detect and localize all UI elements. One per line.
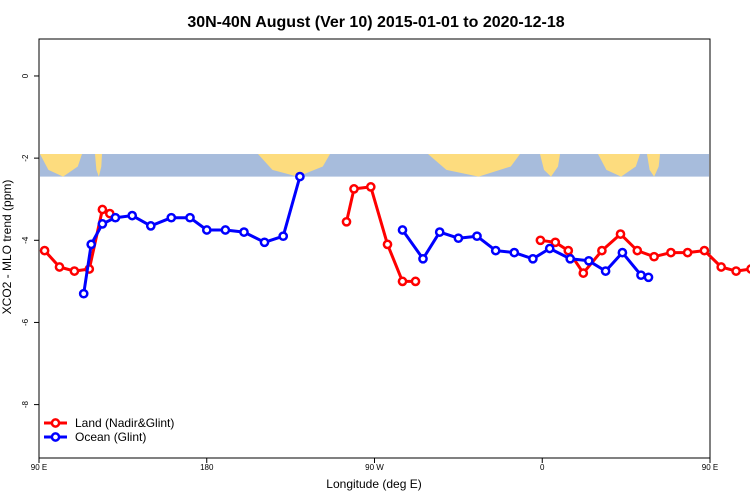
x-tick-label: 90 W [365, 463, 384, 472]
chart-title: 30N-40N August (Ver 10) 2015-01-01 to 20… [187, 14, 564, 31]
legend: Land (Nadir&Glint)Ocean (Glint) [44, 416, 174, 444]
data-point [472, 231, 482, 242]
data-point [97, 204, 108, 215]
y-tick-label: 0 [21, 73, 30, 78]
data-point [632, 245, 643, 256]
data-point [434, 227, 445, 237]
map-strip-land-3 [428, 154, 520, 177]
data-point [597, 245, 607, 256]
data-point [699, 245, 710, 256]
map-strip-land-0 [40, 154, 82, 177]
x-tick-label: 90 E [31, 463, 47, 472]
data-point [583, 255, 594, 266]
data-point [69, 266, 80, 276]
data-point [544, 243, 555, 254]
data-point [550, 237, 561, 248]
y-axis-label: XCO2 - MLO trend (ppm) [0, 180, 14, 315]
data-point [615, 229, 626, 239]
data-point [565, 253, 576, 264]
data-point [563, 245, 574, 256]
map-strip-land-6 [647, 154, 660, 177]
data-point [453, 233, 464, 244]
legend-marker [50, 418, 61, 428]
data-point [643, 272, 654, 283]
data-point [201, 225, 212, 235]
data-point [54, 262, 65, 272]
data-point [528, 253, 538, 264]
x-tick-label: 0 [540, 463, 545, 472]
data-point [239, 227, 249, 237]
y-tick-label: -2 [21, 154, 30, 162]
series-layer [39, 171, 750, 299]
data-point [617, 247, 628, 258]
series-line [540, 232, 750, 275]
series-land [39, 182, 750, 287]
data-point [682, 247, 693, 258]
data-point [600, 266, 611, 276]
data-point [666, 247, 676, 258]
plot-frame [38, 38, 711, 459]
data-point [341, 216, 352, 227]
data-point [349, 184, 359, 194]
data-point [78, 288, 89, 299]
data-point [220, 225, 231, 235]
series-ocean [78, 171, 654, 299]
data-point [278, 231, 289, 242]
map-strip-land-5 [598, 154, 640, 177]
data-point [410, 276, 421, 287]
data-point [382, 239, 393, 250]
map-strip-land-7 [97, 154, 100, 177]
x-axis: 90 E 180 90 W 0 90 E [31, 458, 718, 472]
data-point [86, 239, 97, 250]
map-strip-land-4 [540, 154, 560, 177]
x-axis-label: Longitude (deg E) [326, 477, 421, 491]
data-point [127, 210, 138, 221]
series-line [401, 229, 649, 279]
map-strip-land-2 [258, 154, 330, 177]
series-line [43, 208, 111, 273]
legend-entry-label: Ocean (Glint) [75, 430, 146, 444]
data-point [397, 225, 408, 235]
x-tick-label: 180 [200, 463, 214, 472]
y-tick-label: -4 [21, 236, 30, 244]
data-point [397, 276, 408, 287]
data-point [295, 171, 305, 182]
data-point [716, 262, 727, 272]
data-point [731, 266, 741, 276]
data-point [418, 253, 428, 264]
data-point [649, 251, 659, 262]
data-point [259, 237, 270, 248]
map-strip [40, 154, 709, 177]
data-point [185, 212, 195, 223]
data-point [746, 264, 750, 274]
y-tick-label: -6 [21, 318, 30, 326]
data-point [145, 221, 156, 231]
series-line [82, 176, 302, 294]
y-tick-label: -8 [21, 400, 30, 408]
data-point [39, 245, 50, 256]
data-point [166, 212, 177, 223]
data-point [110, 212, 121, 223]
data-point [365, 182, 376, 192]
data-point [636, 270, 646, 281]
legend-entry-label: Land (Nadir&Glint) [75, 416, 174, 430]
data-point [490, 245, 501, 256]
data-point [578, 268, 589, 278]
legend-marker [50, 432, 61, 442]
x-tick-label: 90 E [702, 463, 718, 472]
data-point [509, 247, 520, 258]
data-point [535, 235, 546, 246]
data-point [97, 219, 108, 229]
y-axis: 0 -2 -4 -6 -8 [21, 73, 39, 408]
